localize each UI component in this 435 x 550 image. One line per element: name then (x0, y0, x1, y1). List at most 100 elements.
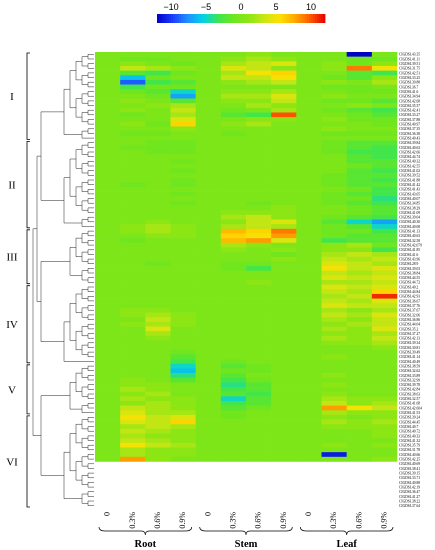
heatmap-cell (195, 186, 222, 192)
heatmap-cell (371, 321, 398, 327)
heatmap-cell (271, 261, 297, 267)
heatmap-cell (321, 228, 347, 234)
heatmap-cell (346, 172, 373, 178)
heatmap-cell (195, 293, 222, 299)
heatmap-cell (170, 205, 196, 211)
heatmap-cell (271, 335, 297, 341)
heatmap-cell (170, 280, 196, 285)
heatmap-cell (145, 340, 171, 346)
heatmap-cell (120, 312, 146, 318)
heatmap-cell (220, 219, 247, 225)
row-label: CIGDSL33.25 (399, 76, 420, 80)
heatmap-cell (120, 140, 146, 146)
row-label: CIGDSL37.27 (399, 332, 420, 336)
dendrogram-branch (87, 258, 94, 264)
colorbar-segment (201, 14, 204, 23)
heatmap-cell (321, 275, 347, 281)
heatmap-cell (246, 52, 272, 57)
heatmap-cell (170, 233, 196, 239)
heatmap-cell (220, 182, 247, 188)
heatmap-cell (271, 340, 297, 346)
row-label: CIGDSL40.69 (399, 462, 420, 466)
heatmap-cell (346, 284, 373, 290)
heatmap-cell (296, 340, 322, 346)
heatmap-cell (145, 224, 171, 230)
heatmap-cell (95, 172, 121, 178)
heatmap-cell (246, 289, 272, 295)
group-labels: Root Stem Leaf (98, 526, 394, 550)
heatmap-cell (346, 359, 373, 365)
heatmap-cell (371, 107, 398, 113)
heatmap-cell (321, 214, 347, 220)
heatmap-cell (321, 307, 347, 313)
heatmap-cell (145, 289, 171, 295)
heatmap-cell (120, 270, 146, 276)
heatmap-cell (371, 117, 398, 123)
row-label: CIGDSL38.29 (399, 206, 420, 210)
heatmap-cell (220, 135, 247, 141)
heatmap-cell (246, 447, 272, 453)
heatmap-cell (296, 93, 322, 99)
heatmap-cell (95, 359, 121, 365)
heatmap-cell (346, 247, 373, 253)
heatmap-cell (170, 345, 196, 351)
heatmap-cell (321, 186, 347, 192)
heatmap-cell (220, 196, 247, 202)
heatmap-cell (246, 79, 272, 85)
dendrogram (32, 54, 94, 506)
row-label: CIGDSL39.84 (399, 141, 420, 145)
heatmap-cell (296, 354, 322, 360)
heatmap-cell (371, 182, 398, 188)
heatmap-cell (371, 61, 398, 67)
heatmap-cell (120, 359, 146, 365)
heatmap-cell (271, 75, 297, 81)
colorbar-segment (195, 14, 198, 23)
heatmap-cell (195, 52, 222, 57)
heatmap-cell (346, 121, 373, 127)
heatmap-cell (145, 84, 171, 90)
dendrogram-branch (87, 491, 94, 497)
row-label: CIGDSL37.88 (399, 118, 420, 122)
heatmap-cell (145, 442, 171, 448)
heatmap-cell (271, 447, 297, 453)
row-label: CIGDSL28.9 (399, 262, 418, 266)
heatmap-cell (246, 331, 272, 337)
heatmap-cell (296, 335, 322, 341)
heatmap-cell (371, 224, 398, 230)
heatmap-cell (220, 312, 247, 318)
heatmap-cell (371, 70, 398, 76)
heatmap-cell (346, 289, 373, 295)
heatmap-cell (271, 354, 297, 360)
heatmap-cell (170, 191, 196, 197)
heatmap-cell (170, 410, 196, 416)
heatmap-cell (271, 326, 297, 332)
row-label: CIGDSL32.62 (399, 369, 420, 373)
row-label: CIGDSL40.97 (399, 123, 420, 127)
column-label: 0.9% (279, 512, 288, 529)
heatmap-cell (296, 447, 322, 453)
heatmap-cell (321, 354, 347, 360)
heatmap-cell (170, 321, 196, 327)
heatmap-cell (296, 219, 322, 225)
heatmap-cell (145, 52, 171, 57)
heatmap-cell (145, 135, 171, 141)
dendrogram-branch (69, 303, 76, 341)
colorbar-segment (177, 14, 180, 23)
heatmap-cell (346, 321, 373, 327)
clade-label: III (7, 252, 18, 264)
colorbar-segment (239, 14, 242, 23)
heatmap-cell (346, 238, 373, 244)
heatmap-cell (321, 405, 347, 411)
heatmap-cell (271, 428, 297, 434)
heatmap-cell (346, 252, 373, 258)
heatmap-cell (296, 438, 322, 444)
heatmap-cell (371, 340, 398, 346)
colorbar-ticks: −10 −5 0 5 10 (163, 2, 316, 12)
column-label: 0.6% (254, 512, 263, 529)
heatmap-cell (95, 317, 121, 323)
heatmap-cell (246, 354, 272, 360)
heatmap-cell (170, 200, 196, 206)
dendrogram-branch (81, 75, 88, 85)
heatmap-cell (246, 168, 272, 174)
